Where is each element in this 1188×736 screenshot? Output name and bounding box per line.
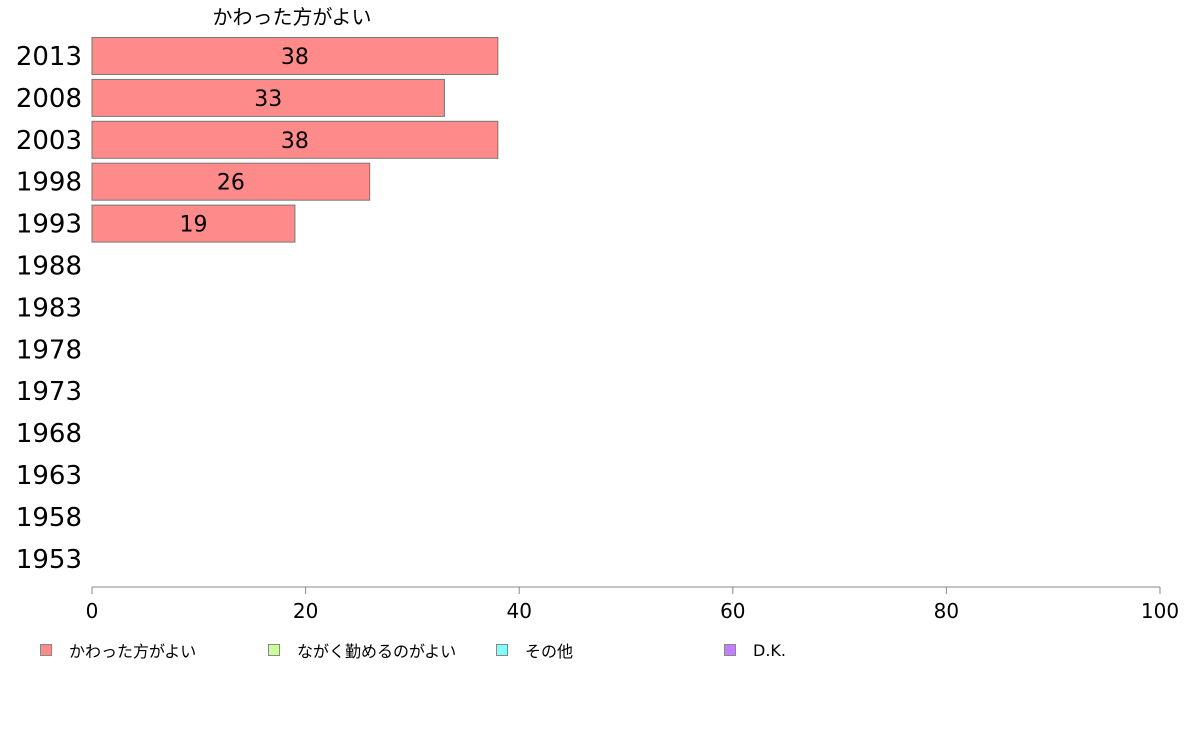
- bar-value-label: 19: [179, 213, 207, 238]
- bar-chart: かわった方がよい 38 33 38 26 19 2013 2008 2003 1998 1993…: [16, 5, 1179, 623]
- legend-label: ながく勤めるのがよい: [297, 642, 457, 661]
- y-tick-label: 1978: [16, 335, 82, 365]
- legend-swatch: [724, 644, 736, 656]
- y-tick-label: 1988: [16, 252, 82, 282]
- chart-series-title: かわった方がよい: [213, 5, 372, 29]
- bar: [91, 204, 296, 243]
- legend-swatch: [496, 644, 508, 656]
- y-tick-label: 1968: [16, 419, 82, 449]
- y-tick-label: 2013: [16, 42, 82, 72]
- x-tick-label: 60: [720, 599, 745, 623]
- legend-label: かわった方がよい: [69, 642, 197, 661]
- y-tick-label: 1953: [16, 545, 82, 575]
- bar-value-label: 26: [217, 171, 245, 196]
- y-tick-label: 2003: [16, 126, 82, 156]
- legend-swatch: [268, 644, 280, 656]
- y-tick-label: 1983: [16, 293, 82, 323]
- x-axis: 0 20 40 60 80 100: [86, 586, 1179, 623]
- bar-value-label: 38: [281, 129, 309, 154]
- bar-value-label: 33: [254, 87, 282, 112]
- legend-item: その他: [496, 640, 574, 661]
- y-tick-label: 1958: [16, 503, 82, 533]
- y-tick-label: 1998: [16, 168, 82, 198]
- bar: [91, 37, 499, 75]
- x-tick-label: 20: [293, 599, 318, 623]
- legend-item: D.K.: [724, 640, 786, 660]
- legend: かわった方がよい ながく勤めるのがよい その他 D.K.: [0, 640, 1188, 662]
- x-tick-label: 40: [506, 599, 531, 623]
- y-tick-label: 2008: [16, 84, 82, 114]
- legend-swatch: [40, 644, 52, 656]
- y-tick-label: 1993: [16, 210, 82, 240]
- legend-label: その他: [525, 642, 574, 661]
- legend-item: かわった方がよい: [40, 640, 197, 661]
- y-tick-label: 1973: [16, 377, 82, 407]
- y-axis-labels: 2013 2008 2003 1998 1993 1988 1983 1978 1973 1968…: [16, 42, 82, 575]
- legend-label: D.K.: [753, 640, 786, 660]
- y-tick-label: 1963: [16, 461, 82, 491]
- bar: [91, 120, 499, 159]
- bar: [91, 78, 445, 117]
- legend-item: ながく勤めるのがよい: [268, 640, 457, 661]
- x-tick-label: 0: [86, 599, 99, 623]
- bars-group: 38 33 38 26 19: [91, 37, 499, 243]
- x-tick-label: 80: [934, 599, 959, 623]
- x-tick-label: 100: [1141, 599, 1179, 623]
- bar-value-label: 38: [281, 45, 309, 70]
- bar: [91, 162, 371, 201]
